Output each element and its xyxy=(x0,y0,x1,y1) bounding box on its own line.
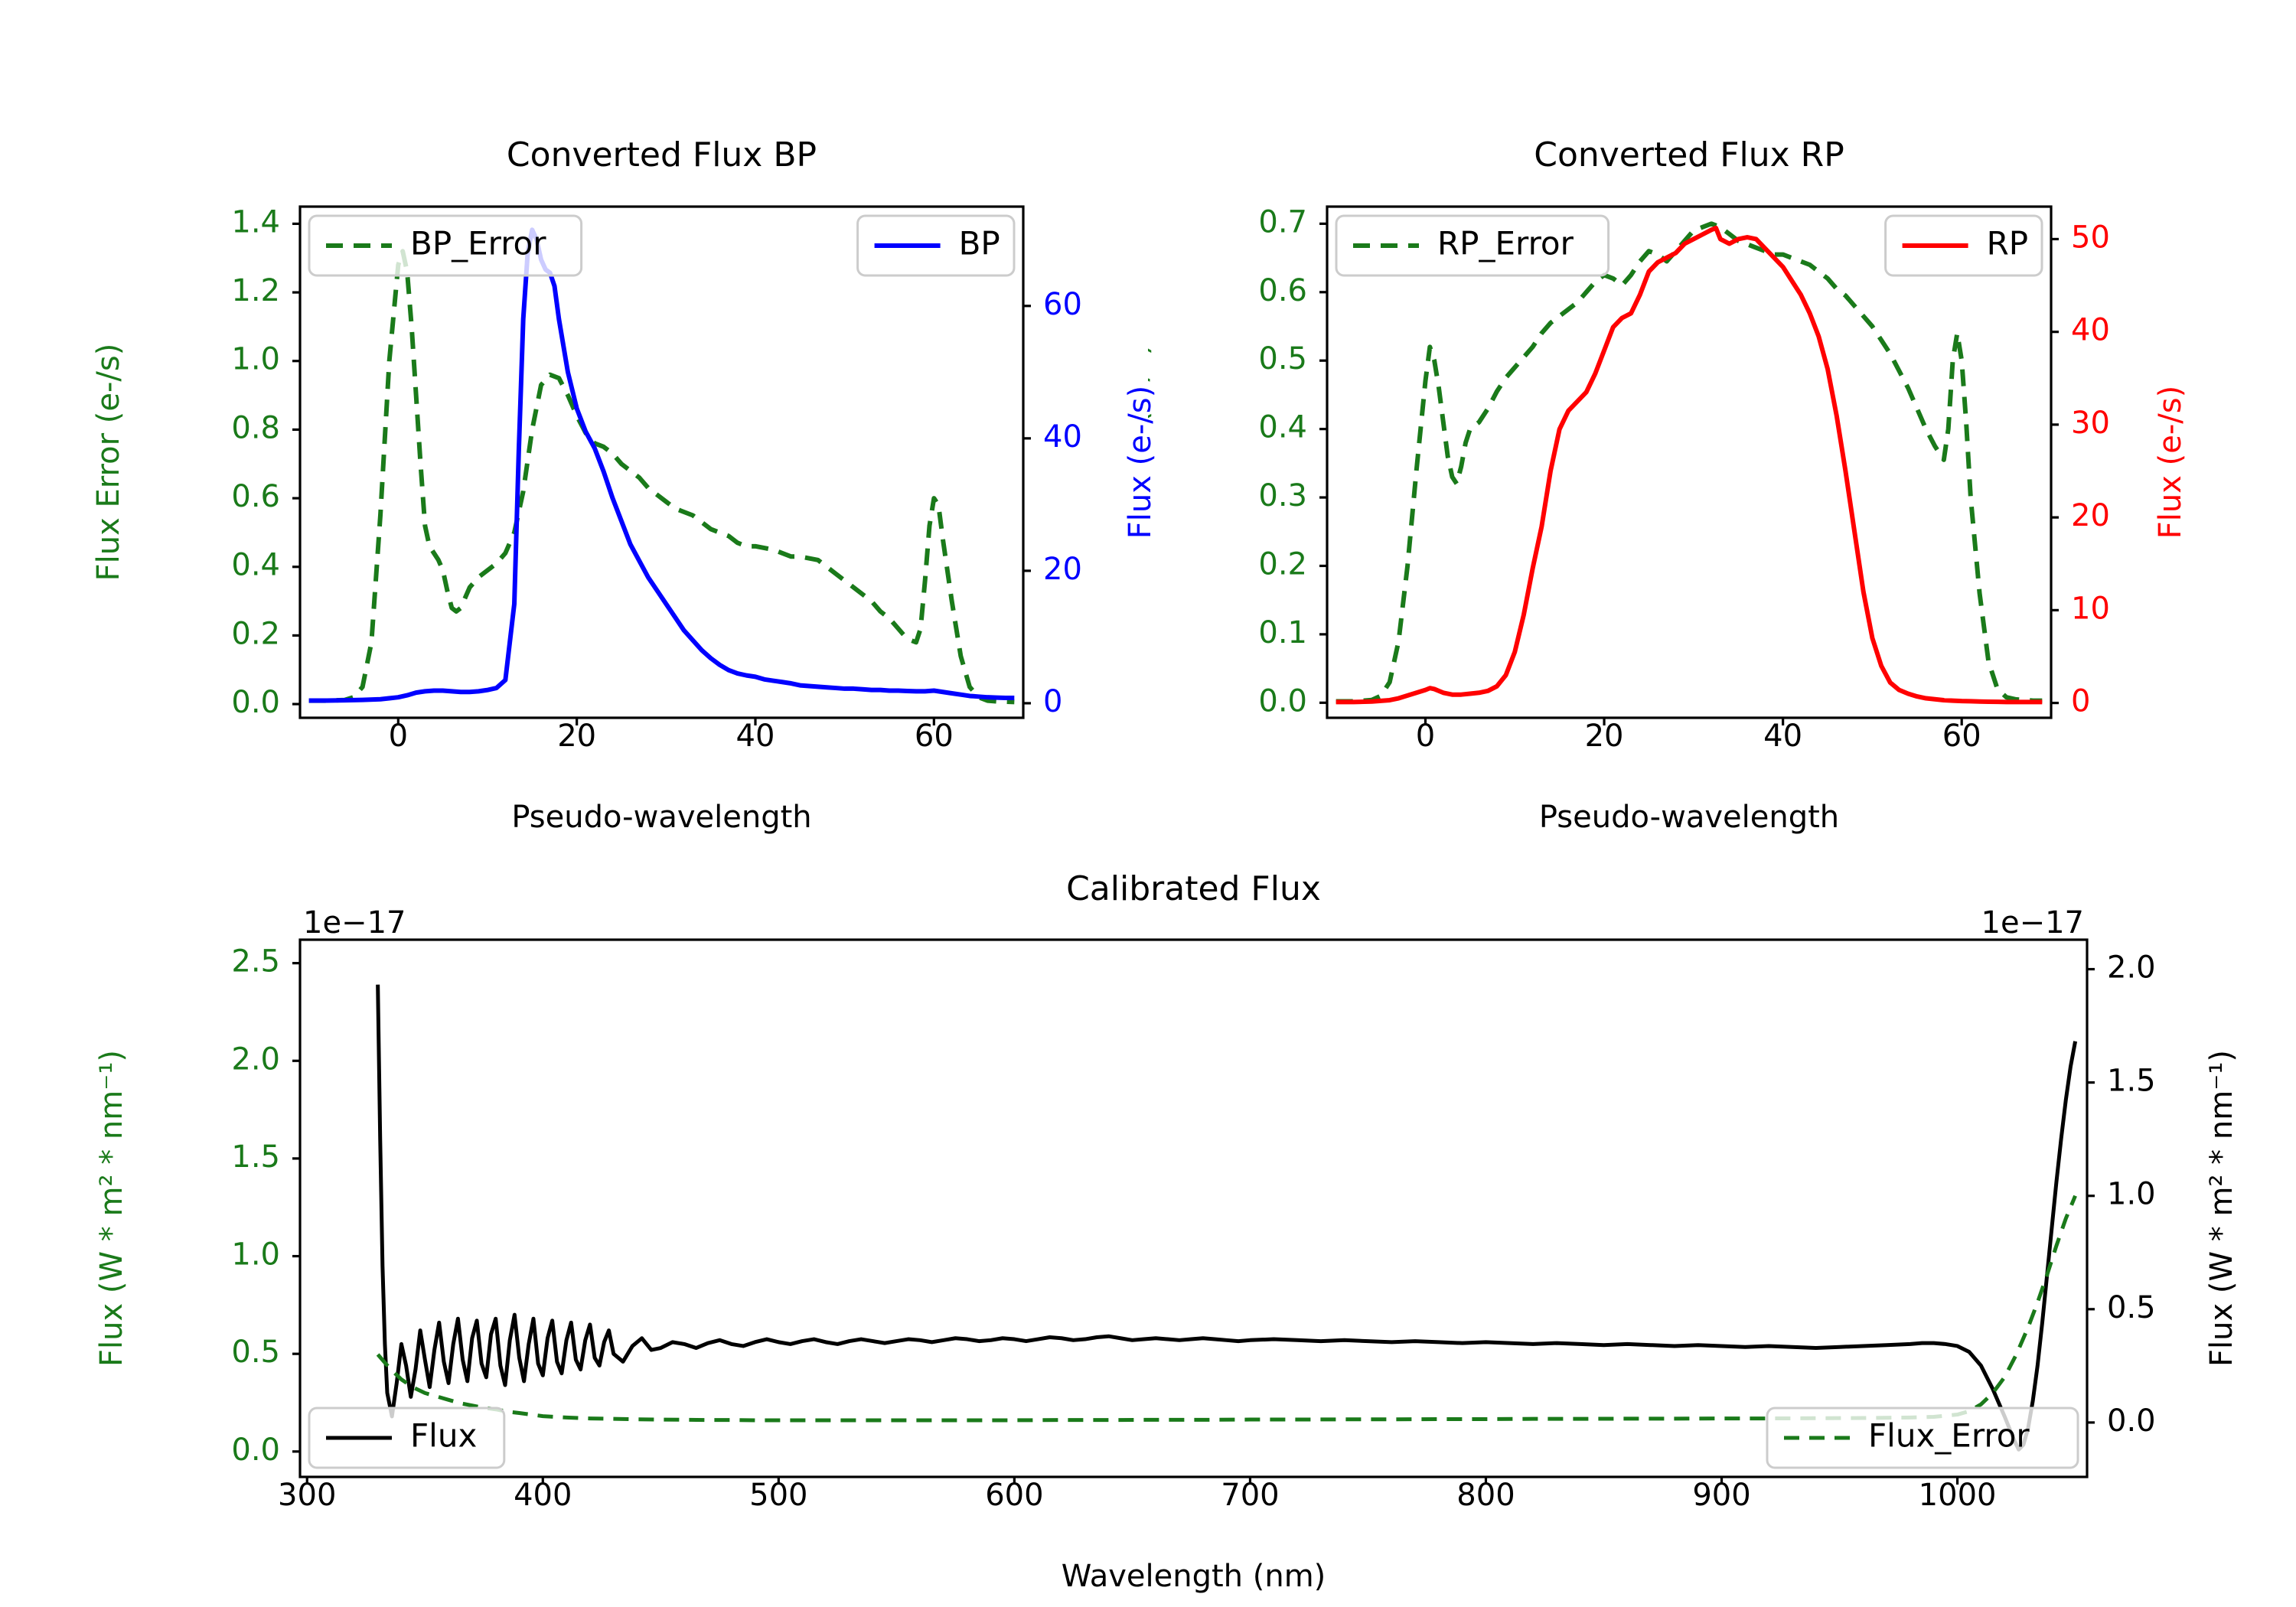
x-tick-label: 0 xyxy=(1416,719,1435,754)
x-tick-label: 1000 xyxy=(1919,1478,1997,1513)
x-tick-label: 40 xyxy=(1763,719,1802,754)
y-axis-label-right: Flux (W * m² * nm⁻¹) xyxy=(2204,1050,2239,1367)
chart-title: Calibrated Flux xyxy=(1066,869,1321,908)
y-tick-label-left: 0.8 xyxy=(231,410,280,445)
y-tick-label-left: 0.4 xyxy=(231,548,280,583)
legend-label: Flux xyxy=(410,1417,477,1455)
y-axis-label-left: Flux Error (e-/s) xyxy=(1148,344,1155,582)
y-tick-label-left: 0.1 xyxy=(1258,615,1307,650)
y-tick-label-left: 2.5 xyxy=(231,944,280,980)
legend-label: BP xyxy=(959,225,1000,262)
legend-box xyxy=(1335,214,1610,277)
legend-box xyxy=(308,214,583,277)
y-axis-label-right: Flux (e-/s) xyxy=(1123,386,1158,539)
y-axis-label-left: Flux Error (e-/s) xyxy=(91,344,126,582)
x-tick-label: 20 xyxy=(557,719,596,754)
x-tick-label: 20 xyxy=(1585,719,1624,754)
legend-bp[interactable]: BP xyxy=(856,214,1016,277)
x-tick-label: 500 xyxy=(749,1478,807,1513)
x-tick-label: 0 xyxy=(389,719,408,754)
y-tick-label-left: 0.0 xyxy=(231,685,280,720)
series-line-bp_error xyxy=(308,249,1015,705)
y-tick-label-right: 1.0 xyxy=(2107,1177,2156,1212)
chart-title: Converted Flux BP xyxy=(507,135,817,174)
legend-rp[interactable]: RP xyxy=(1884,214,2043,277)
x-axis-label: Pseudo-wavelength xyxy=(1539,800,1839,834)
series-line-flux_error xyxy=(376,1195,2077,1423)
legend-rp-error[interactable]: RP_Error xyxy=(1335,214,1610,277)
y-tick-label-right: 30 xyxy=(2071,406,2110,441)
plot-frame xyxy=(1326,205,2053,719)
y-tick-label-right: 0 xyxy=(2071,684,2090,719)
chart-converted-flux-bp[interactable]: Converted Flux BP 0 20 40 60 0.0 0.2 0.4 0.6 0.8 1… xyxy=(0,0,1194,834)
y-tick-label-left: 0.0 xyxy=(231,1433,280,1468)
y-tick-label-left: 1.0 xyxy=(231,1237,280,1273)
x-tick-label: 600 xyxy=(985,1478,1043,1513)
legend-box xyxy=(1766,1407,2079,1469)
y-tick-label-right: 0.0 xyxy=(2107,1403,2156,1439)
offset-label-right: 1e−17 xyxy=(1981,905,2084,940)
y-tick-label-left: 2.0 xyxy=(231,1041,280,1077)
y-tick-label-right: 60 xyxy=(1043,287,1082,322)
legend-label: Flux_Error xyxy=(1868,1417,2030,1455)
y-tick-label-left: 0.6 xyxy=(1258,273,1307,308)
y-tick-label-right: 20 xyxy=(1043,552,1082,587)
chart-calibrated-flux[interactable]: Calibrated Flux 300 400 500 600 700 800 900 1000… xyxy=(0,811,2296,1607)
y-tick-label-left: 1.2 xyxy=(231,273,280,308)
series-line-rp xyxy=(1336,225,2043,705)
panel-calibrated-flux: Calibrated Flux 300 400 500 600 700 800 900 1000… xyxy=(0,811,2296,1607)
y-tick-label-right: 50 xyxy=(2071,220,2110,255)
y-tick-label-left: 0.5 xyxy=(231,1335,280,1370)
x-axis-label: Pseudo-wavelength xyxy=(511,800,811,834)
offset-label-left: 1e−17 xyxy=(303,905,406,940)
y-tick-label-right: 40 xyxy=(2071,313,2110,348)
y-tick-label-left: 1.0 xyxy=(231,342,280,377)
series-line-flux xyxy=(376,984,2078,1452)
plot-frame xyxy=(298,205,1025,719)
x-tick-label: 700 xyxy=(1221,1478,1279,1513)
legend-label: RP xyxy=(1987,225,2029,262)
x-tick-label: 800 xyxy=(1456,1478,1515,1513)
y-tick-label-left: 1.5 xyxy=(231,1139,280,1175)
y-tick-label-right: 0.5 xyxy=(2107,1290,2156,1325)
y-tick-label-right: 20 xyxy=(2071,498,2110,533)
x-axis-label: Wavelength (nm) xyxy=(1062,1559,1326,1594)
y-tick-label-left: 1.4 xyxy=(231,204,280,240)
series-line-bp xyxy=(308,227,1015,703)
plot-frame xyxy=(298,938,2089,1478)
y-tick-label-left: 0.0 xyxy=(1258,683,1307,719)
x-tick-label: 300 xyxy=(278,1478,336,1513)
x-tick-label: 40 xyxy=(736,719,775,754)
chart-title: Converted Flux RP xyxy=(1534,135,1844,174)
legend-label: BP_Error xyxy=(410,225,546,262)
y-tick-label-left: 0.5 xyxy=(1258,341,1307,376)
panel-converted-flux-rp: Converted Flux RP 0 20 40 60 0.0 0.1 0.2 0.3 0.4 0… xyxy=(1148,0,2296,834)
y-axis-label-left: Flux (W * m² * nm⁻¹) xyxy=(94,1050,129,1367)
x-tick-label: 900 xyxy=(1692,1478,1750,1513)
x-tick-label: 60 xyxy=(1942,719,1981,754)
y-tick-label-left: 0.6 xyxy=(231,479,280,514)
y-tick-label-right: 10 xyxy=(2071,591,2110,626)
y-tick-label-left: 0.4 xyxy=(1258,410,1307,445)
x-tick-label: 400 xyxy=(514,1478,572,1513)
y-tick-label-left: 0.7 xyxy=(1258,204,1307,240)
x-tick-label: 60 xyxy=(915,719,954,754)
y-tick-label-left: 0.3 xyxy=(1258,478,1307,513)
y-tick-label-left: 0.2 xyxy=(231,616,280,651)
y-axis-label-right: Flux (e-/s) xyxy=(2153,386,2188,539)
chart-converted-flux-rp[interactable]: Converted Flux RP 0 20 40 60 0.0 0.1 0.2 0.3 0.4 0… xyxy=(1148,0,2296,834)
legend-bp-error[interactable]: BP_Error xyxy=(308,214,583,277)
y-tick-label-right: 1.5 xyxy=(2107,1064,2156,1099)
y-tick-label-right: 2.0 xyxy=(2107,950,2156,986)
y-tick-label-left: 0.2 xyxy=(1258,546,1307,582)
panel-converted-flux-bp: Converted Flux BP 0 20 40 60 0.0 0.2 0.4 0.6 0.8 1… xyxy=(0,0,1194,834)
y-tick-label-right: 40 xyxy=(1043,419,1082,455)
legend-box xyxy=(308,1407,506,1469)
series-line-rp_error xyxy=(1336,221,2043,704)
legend-flux[interactable]: Flux xyxy=(308,1407,506,1469)
legend-flux-error[interactable]: Flux_Error xyxy=(1766,1407,2079,1469)
legend-label: RP_Error xyxy=(1437,225,1574,262)
y-tick-label-right: 0 xyxy=(1043,684,1062,719)
